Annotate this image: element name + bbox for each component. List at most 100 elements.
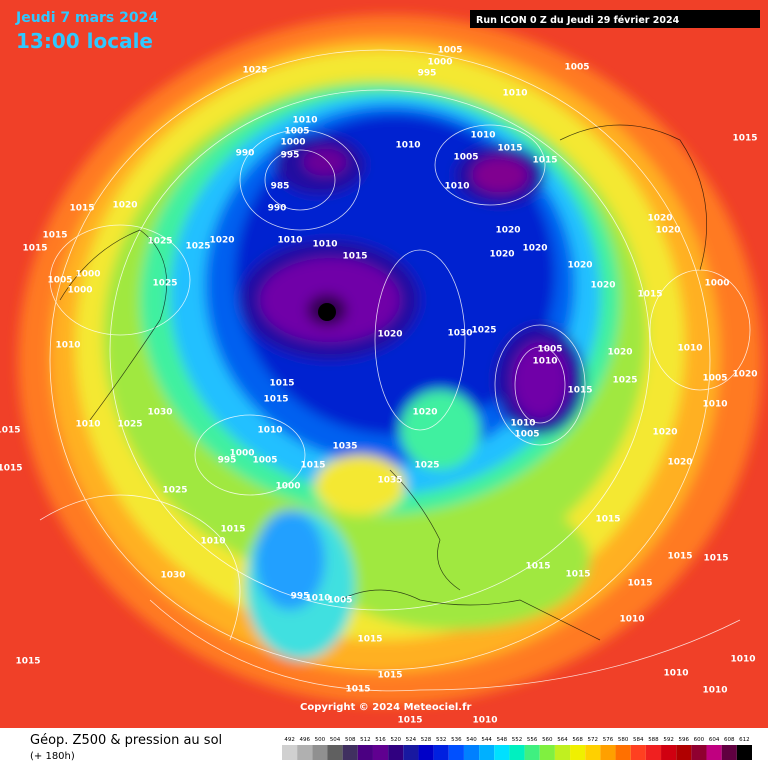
- isobar-label: 1025: [147, 237, 172, 247]
- isobar-label: 1015: [342, 252, 367, 262]
- isobar-label: 1010: [305, 594, 330, 604]
- isobar-label: 1020: [667, 458, 692, 468]
- legend-level: 580: [618, 737, 629, 743]
- legend-level: 608: [724, 737, 735, 743]
- height-field: [0, 0, 768, 728]
- isobar-label: 1015: [397, 716, 422, 726]
- isobar-label: 1015: [567, 386, 592, 396]
- isobar-label: 1015: [703, 554, 728, 564]
- legend-level: 552: [512, 737, 523, 743]
- run-label: Run ICON 0 Z du Jeudi 29 février 2024: [476, 15, 680, 26]
- legend-swatch: [297, 745, 313, 760]
- isobar-label: 1025: [117, 420, 142, 430]
- isobar-label: 1020: [412, 408, 437, 418]
- isobar-label: 1005: [537, 345, 562, 355]
- isobar-label: 1010: [472, 716, 497, 726]
- legend-swatch: [509, 745, 525, 760]
- isobar-label: 1005: [284, 127, 309, 137]
- legend-level: 524: [406, 737, 417, 743]
- isobar-label: 1000: [275, 482, 300, 492]
- legend-swatch: [585, 745, 601, 760]
- isobar-label: 1020: [607, 348, 632, 358]
- legend-level: 504: [330, 737, 341, 743]
- legend-swatch: [463, 745, 480, 760]
- isobar-label: 1030: [147, 408, 172, 418]
- isobar-label: 1015: [263, 395, 288, 405]
- isobar-label: 1010: [702, 400, 727, 410]
- isobar-label: 1010: [510, 419, 535, 429]
- isobar-label: 1035: [377, 476, 402, 486]
- isobar-label: 1020: [590, 281, 615, 291]
- isobar-label: 1010: [312, 240, 337, 250]
- isobar-label: 1005: [564, 63, 589, 73]
- isobar-label: 1020: [567, 261, 592, 271]
- isobar-label: 1020: [522, 244, 547, 254]
- isobar-label: 1010: [200, 537, 225, 547]
- isobar-label: 1025: [152, 279, 177, 289]
- legend-swatch: [570, 745, 586, 760]
- legend-level: 520: [390, 737, 401, 743]
- isobar-label: 1010: [75, 420, 100, 430]
- legend-swatch: [448, 745, 464, 760]
- isobar-label: 1020: [647, 214, 672, 224]
- legend-swatch: [615, 745, 631, 760]
- legend-swatch: [539, 745, 555, 760]
- isobar-label: 1025: [162, 486, 187, 496]
- isobar-label: 1020: [377, 330, 402, 340]
- legend-level: 548: [497, 737, 508, 743]
- isobar-label: 1010: [677, 344, 702, 354]
- legend-swatch: [706, 745, 722, 760]
- legend-swatch: [645, 745, 662, 760]
- isobar-label: 1015: [345, 685, 370, 695]
- isobar-label: 1020: [495, 226, 520, 236]
- legend-level: 556: [527, 737, 538, 743]
- isobar-label: 1000: [75, 270, 100, 280]
- legend-level: 528: [421, 737, 432, 743]
- legend-swatch: [736, 745, 752, 760]
- legend-lead: (+ 180h): [30, 751, 75, 762]
- legend-swatch: [433, 745, 449, 760]
- copyright: Copyright © 2024 Meteociel.fr: [300, 702, 471, 713]
- isobar-label: 1020: [489, 250, 514, 260]
- isobar-label: 1005: [437, 46, 462, 56]
- legend-level: 564: [557, 737, 568, 743]
- isobar-label: 1015: [220, 525, 245, 535]
- legend-level: 600: [694, 737, 705, 743]
- isobar-label: 1020: [112, 201, 137, 211]
- legend-swatch: [661, 745, 677, 760]
- isobar-label: 1015: [637, 290, 662, 300]
- legend-level: 516: [375, 737, 386, 743]
- legend-level: 604: [709, 737, 720, 743]
- isobar-label: 1015: [667, 552, 692, 562]
- legend-level: 540: [466, 737, 477, 743]
- legend-swatch: [282, 745, 298, 760]
- isobar-label: 1015: [269, 379, 294, 389]
- legend-level: 584: [633, 737, 644, 743]
- isobar-label: 1025: [414, 461, 439, 471]
- isobar-label: 1000: [280, 138, 305, 148]
- isobar-label: 1005: [252, 456, 277, 466]
- legend-swatch: [721, 745, 737, 760]
- isobar-label: 1000: [229, 449, 254, 459]
- date-label: Jeudi 7 mars 2024: [15, 10, 158, 26]
- isobar-label: 1030: [160, 571, 185, 581]
- legend-swatch: [418, 745, 434, 760]
- isobar-label: 1025: [471, 326, 496, 336]
- isobar-label: 1015: [0, 426, 21, 436]
- time-label: 13:00 locale: [16, 29, 153, 53]
- isobar-label: 1015: [497, 144, 522, 154]
- legend-swatch: [388, 745, 404, 760]
- legend-level: 596: [679, 737, 690, 743]
- isobar-label: 985: [271, 182, 290, 192]
- isobar-label: 1010: [257, 426, 282, 436]
- legend-swatch: [600, 745, 616, 760]
- isobar-label: 1020: [732, 370, 757, 380]
- isobar-label: 1015: [525, 562, 550, 572]
- legend-swatch: [479, 745, 495, 760]
- isobar-label: 1025: [612, 376, 637, 386]
- isobar-label: 1010: [730, 655, 755, 665]
- isobar-label: 1010: [55, 341, 80, 351]
- isobar-label: 1030: [447, 329, 472, 339]
